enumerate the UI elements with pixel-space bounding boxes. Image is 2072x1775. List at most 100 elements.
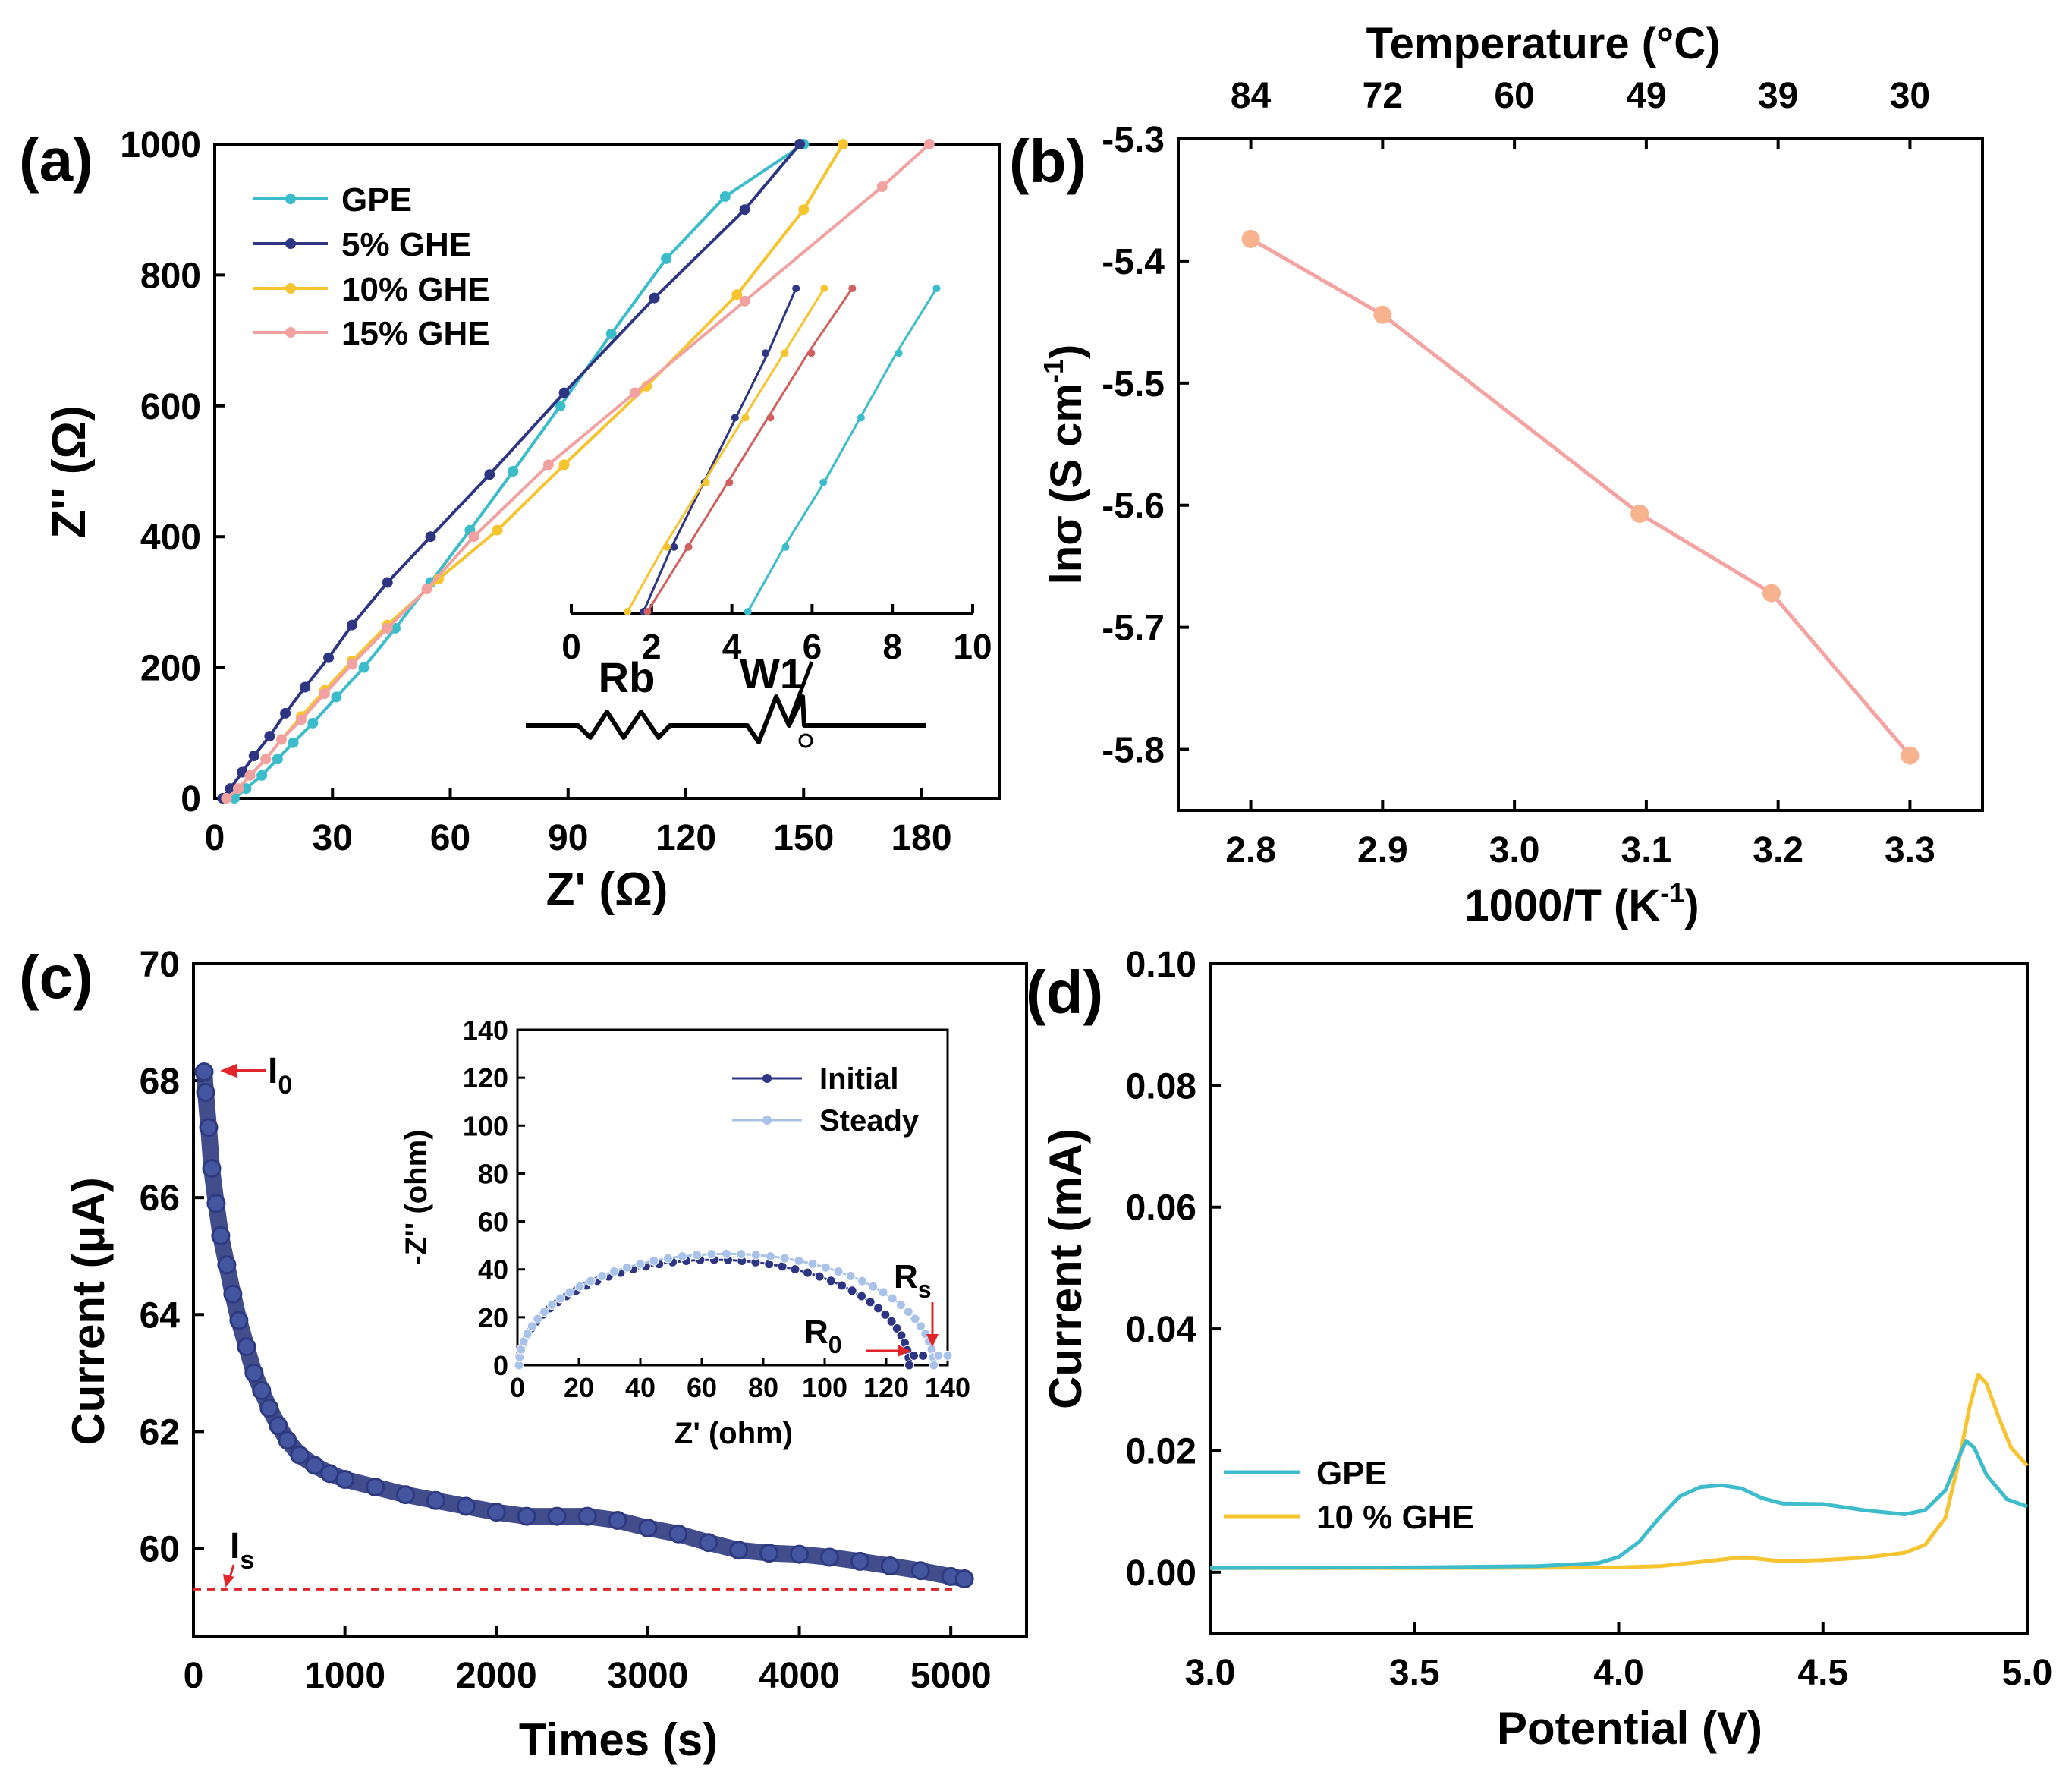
data-point-c — [202, 1159, 222, 1179]
series-line-b — [1250, 237, 1912, 757]
inset-data-point-c — [721, 1248, 731, 1259]
y-tick-label-d: 0.04 — [1126, 1310, 1197, 1350]
legend-label-a: GPE — [341, 181, 412, 219]
inset-frame-c — [516, 1028, 949, 1367]
data-point-a — [605, 329, 617, 339]
data-point-a — [558, 387, 570, 398]
inset-data-point-c — [837, 1280, 847, 1291]
data-point-a — [798, 204, 810, 216]
annotation-rs-sub-c: s — [918, 1276, 932, 1303]
data-point-c — [206, 1194, 226, 1213]
inset-data-point-c — [790, 1264, 800, 1275]
data-point-b — [1241, 229, 1260, 248]
inset-data-point-c — [635, 1259, 646, 1269]
data-point-c — [638, 1519, 658, 1537]
data-point-a — [739, 204, 750, 216]
data-point-a — [649, 292, 660, 304]
x-tick-label-d: 4.5 — [1797, 1653, 1848, 1693]
data-point-a — [358, 662, 369, 673]
arrowhead-i0-c — [220, 1064, 237, 1078]
data-point-c — [223, 1284, 243, 1304]
inset-data-point-c — [895, 1300, 906, 1311]
data-point-a — [288, 737, 299, 748]
data-point-c — [577, 1506, 597, 1526]
inset-y-tick-label-c: 0 — [493, 1350, 508, 1381]
inset-data-point-c — [585, 1276, 596, 1286]
data-point-a — [876, 181, 888, 192]
data-point-a — [382, 577, 393, 588]
inset-x-tick-label-c: 60 — [687, 1372, 717, 1403]
y-axis-label-end-b: ) — [1042, 345, 1091, 359]
data-point-c — [196, 1083, 215, 1102]
inset-data-point-c — [933, 1350, 944, 1361]
inset-data-point-c — [910, 1314, 920, 1324]
inset-x-tick-label-a: 6 — [803, 627, 822, 666]
inset-series-line-c — [517, 1252, 948, 1370]
data-point-c — [244, 1363, 264, 1383]
data-point-a — [484, 469, 495, 480]
inset-data-point-c — [847, 1286, 857, 1296]
inset-data-point-a — [792, 285, 800, 292]
top-x-tick-label-b: 72 — [1363, 76, 1403, 116]
data-point-a — [661, 253, 672, 264]
inset-data-point-a — [725, 478, 734, 486]
series-line-a — [225, 143, 931, 800]
data-point-a — [421, 584, 432, 595]
inset-data-point-a — [781, 349, 789, 357]
data-point-c — [259, 1399, 279, 1418]
y-tick-label-d: 0.06 — [1126, 1188, 1196, 1229]
inset-data-point-c — [777, 1261, 788, 1272]
top-x-tick-label-b: 49 — [1626, 76, 1666, 116]
data-point-a — [331, 691, 342, 703]
y-axis-label-c: Current (μA) — [63, 1177, 114, 1445]
x-tick-label-d: 5.0 — [2002, 1653, 2053, 1693]
top-x-tick-label-b: 30 — [1890, 76, 1930, 116]
data-point-c — [305, 1456, 325, 1475]
inset-legend-label-c: Steady — [819, 1104, 920, 1138]
x-tick-label-a: 30 — [313, 818, 353, 858]
data-point-a — [260, 754, 272, 765]
x-tick-label-b: 2.9 — [1357, 830, 1408, 870]
top-x-axis-label-b: Temperature (°C) — [1366, 19, 1721, 68]
data-point-c — [229, 1311, 249, 1330]
inset-x-axis-label-c: Z' (ohm) — [674, 1417, 793, 1450]
inset-data-point-c — [814, 1271, 825, 1282]
inset-data-point-c — [574, 1281, 585, 1292]
legend-label-a: 5% GHE — [341, 226, 471, 263]
circuit-node — [798, 733, 813, 748]
annotation-i0-sub-c: 0 — [278, 1071, 292, 1100]
x-tick-label-d: 3.0 — [1185, 1653, 1236, 1693]
inset-data-point-a — [895, 349, 903, 357]
data-point-a — [347, 619, 358, 631]
legend-label-a: 15% GHE — [341, 315, 490, 352]
y-axis-label-sup-b: -1 — [1038, 359, 1069, 383]
x-axis-label-c: Times (s) — [519, 1714, 718, 1765]
inset-data-point-c — [527, 1321, 537, 1332]
inset-y-axis-label-c: -Z'' (ohm) — [400, 1130, 433, 1266]
data-point-a — [433, 574, 444, 585]
x-tick-label-a: 180 — [891, 818, 951, 858]
data-point-a — [468, 531, 479, 543]
inset-data-point-c — [845, 1271, 856, 1281]
x-axis-label-end-b: ) — [1684, 881, 1699, 930]
inset-data-point-c — [597, 1271, 608, 1281]
inset-x-tick-label-a: 4 — [722, 627, 742, 666]
data-point-c — [211, 1226, 231, 1245]
inset-data-point-a — [781, 543, 790, 551]
annotation-i0-text-c: I — [268, 1051, 278, 1091]
inset-data-point-a — [741, 414, 750, 422]
data-point-a — [508, 466, 519, 477]
y-tick-label-c: 64 — [140, 1295, 181, 1336]
circuit-label: W1 — [740, 650, 803, 697]
inset-data-point-c — [539, 1307, 549, 1317]
inset-x-tick-label-c: 80 — [748, 1372, 778, 1403]
x-tick-label-b: 2.8 — [1225, 830, 1276, 870]
inset-data-point-c — [857, 1276, 867, 1286]
data-point-c — [426, 1490, 445, 1510]
data-point-a — [542, 459, 554, 471]
data-point-a — [264, 731, 275, 742]
inset-data-point-c — [706, 1249, 717, 1260]
data-point-a — [838, 139, 848, 149]
